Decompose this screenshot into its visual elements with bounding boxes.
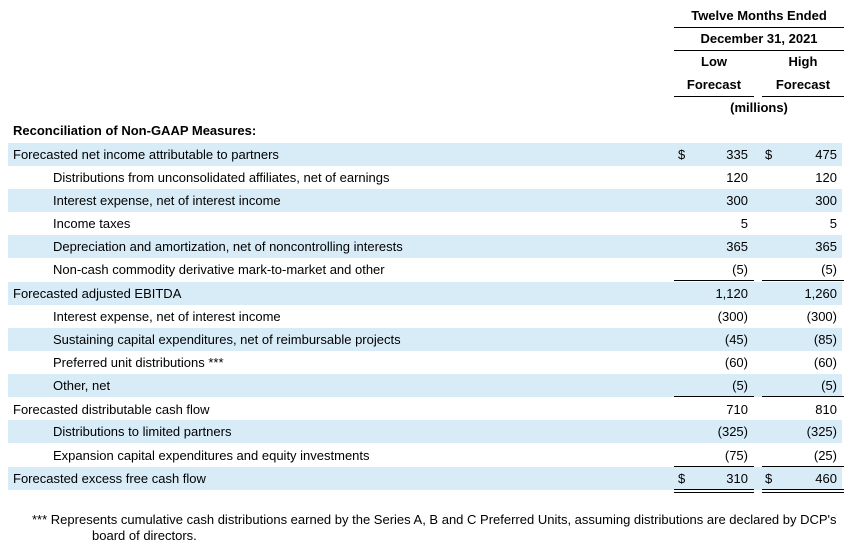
high-header-line1: High (788, 54, 818, 69)
table-row: Income taxes 5 5 (8, 212, 842, 235)
low-value: 335 (726, 147, 748, 162)
row-label: Forecasted distributable cash flow (13, 402, 210, 417)
table-row: Non-cash commodity derivative mark-to-ma… (8, 258, 842, 281)
period-header-line2: December 31, 2021 (674, 27, 844, 51)
low-value: 310 (726, 471, 748, 486)
table-row: Distributions to limited partners (325) … (8, 420, 842, 443)
low-value: (300) (717, 309, 748, 324)
row-label: Interest expense, net of interest income (53, 309, 281, 324)
low-value: (5) (732, 378, 748, 393)
high-value: 5 (829, 216, 837, 231)
subtotal-rule (674, 396, 754, 397)
footnote-line2: board of directors. (92, 528, 197, 543)
high-header-line2: Forecast (762, 73, 844, 97)
subtotal-rule (762, 466, 844, 467)
high-value: (85) (813, 332, 837, 347)
row-label: Forecasted net income attributable to pa… (13, 147, 279, 162)
subtotal-rule (762, 280, 844, 281)
low-value: 5 (740, 216, 748, 231)
high-value: 810 (815, 402, 837, 417)
table-row: Interest expense, net of interest income… (8, 189, 842, 212)
low-value: 1,120 (715, 286, 748, 301)
row-label: Non-cash commodity derivative mark-to-ma… (53, 262, 385, 277)
units-header: (millions) (730, 100, 788, 115)
table-row: Forecasted excess free cash flow $ 310 $… (8, 467, 842, 490)
row-label: Forecasted adjusted EBITDA (13, 286, 182, 301)
high-value: 120 (815, 170, 837, 185)
table-row: Interest expense, net of interest income… (8, 305, 842, 328)
table-row: Distributions from unconsolidated affili… (8, 166, 842, 189)
row-label: Income taxes (53, 216, 131, 231)
high-value: 300 (815, 193, 837, 208)
table-row: Forecasted adjusted EBITDA 1,120 1,260 (8, 282, 842, 305)
row-label: Distributions from unconsolidated affili… (53, 170, 390, 185)
low-value: 120 (726, 170, 748, 185)
row-label: Forecasted excess free cash flow (13, 471, 206, 486)
row-label: Sustaining capital expenditures, net of … (53, 332, 401, 347)
row-label: Expansion capital expenditures and equit… (53, 448, 370, 463)
high-value: (60) (813, 355, 837, 370)
section-title: Reconciliation of Non-GAAP Measures: (13, 123, 257, 138)
low-value: (60) (724, 355, 748, 370)
high-value: (5) (821, 262, 837, 277)
footnote: *** Represents cumulative cash distribut… (32, 512, 847, 544)
low-header-line1: Low (701, 54, 727, 69)
low-value: 300 (726, 193, 748, 208)
table-row: Preferred unit distributions *** (60) (6… (8, 351, 842, 374)
currency-symbol: $ (678, 147, 686, 162)
table-row: Expansion capital expenditures and equit… (8, 444, 842, 467)
high-value: 1,260 (804, 286, 837, 301)
subtotal-rule (674, 280, 754, 281)
high-value: 365 (815, 239, 837, 254)
high-value: 475 (815, 147, 837, 162)
row-label: Interest expense, net of interest income (53, 193, 281, 208)
table-row: Forecasted distributable cash flow 710 8… (8, 398, 842, 421)
subtotal-rule (762, 396, 844, 397)
total-double-rule (674, 489, 754, 490)
high-value: 460 (815, 471, 837, 486)
high-value: (5) (821, 378, 837, 393)
high-value: (25) (813, 448, 837, 463)
currency-symbol: $ (765, 147, 773, 162)
currency-symbol: $ (765, 471, 773, 486)
low-value: (75) (724, 448, 748, 463)
total-double-rule (674, 492, 754, 493)
low-header-line2: Forecast (674, 73, 754, 97)
low-value: 365 (726, 239, 748, 254)
row-label: Other, net (53, 378, 111, 393)
row-label: Distributions to limited partners (53, 424, 232, 439)
total-double-rule (762, 492, 844, 493)
row-label: Depreciation and amortization, net of no… (53, 239, 403, 254)
low-value: (45) (724, 332, 748, 347)
high-value: (300) (806, 309, 837, 324)
table-row: Forecasted net income attributable to pa… (8, 143, 842, 166)
table-row: Other, net (5) (5) (8, 374, 842, 397)
low-value: 710 (726, 402, 748, 417)
table-row: Depreciation and amortization, net of no… (8, 235, 842, 258)
low-value: (5) (732, 262, 748, 277)
table-row: Sustaining capital expenditures, net of … (8, 328, 842, 351)
low-value: (325) (717, 424, 748, 439)
total-double-rule (762, 489, 844, 490)
high-value: (325) (806, 424, 837, 439)
currency-symbol: $ (678, 471, 686, 486)
subtotal-rule (674, 466, 754, 467)
footnote-line1: *** Represents cumulative cash distribut… (32, 512, 837, 527)
period-header-line1: Twelve Months Ended (674, 4, 844, 28)
row-label: Preferred unit distributions *** (53, 355, 224, 370)
